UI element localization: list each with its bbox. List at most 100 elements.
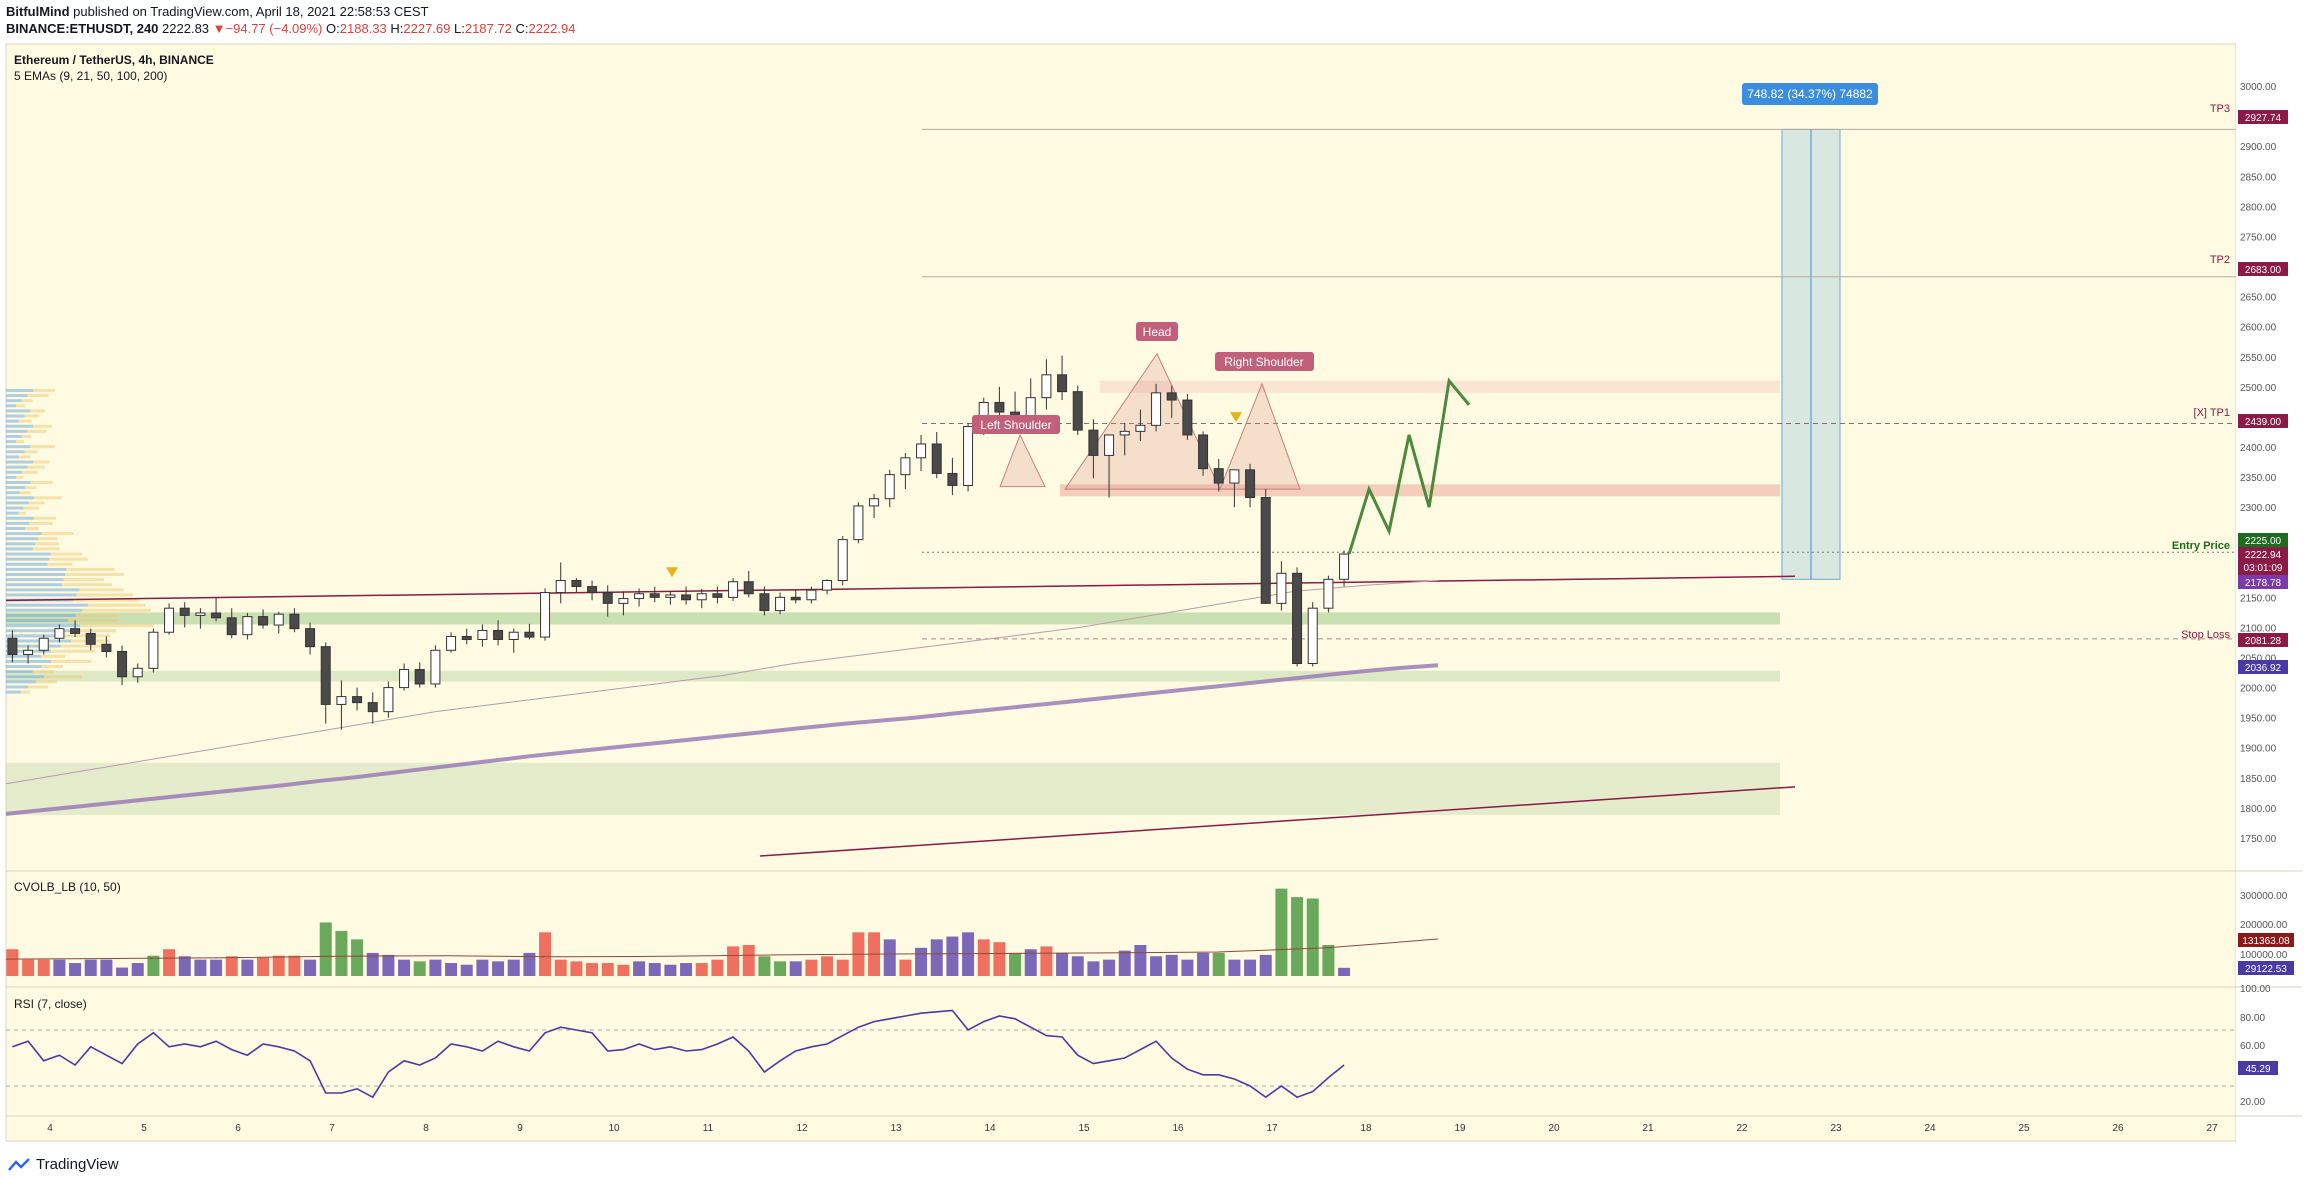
- candle-body: [1339, 553, 1350, 580]
- candle-body: [571, 580, 582, 588]
- candle-body: [618, 598, 629, 604]
- tp1-label: [X] TP1: [2194, 407, 2230, 419]
- candle-body: [85, 632, 96, 645]
- tradingview-icon: [8, 1157, 30, 1171]
- price-axis-label: 1950.00: [2240, 714, 2277, 725]
- volume-bar: [836, 959, 849, 976]
- candle-body: [273, 613, 284, 626]
- volume-axis-300k: 300000.00: [2240, 891, 2288, 902]
- volume-bar: [84, 959, 97, 976]
- volume-profile-bar: [6, 429, 28, 433]
- svg-text:45.29: 45.29: [2245, 1064, 2270, 1075]
- volume-bar: [1134, 945, 1147, 976]
- volume-profile-bar: [72, 598, 140, 602]
- volume-bar: [1056, 952, 1069, 976]
- candle-body: [790, 596, 801, 601]
- right-shoulder-label: Right Shoulder: [1215, 352, 1314, 371]
- volume-profile-bar: [41, 532, 74, 536]
- rsi-value-tag: 45.29: [2238, 1061, 2278, 1075]
- candle-body: [540, 592, 551, 638]
- volume-profile-bar: [35, 680, 57, 684]
- candle-body: [101, 643, 112, 652]
- candle-body: [665, 594, 676, 598]
- volume-profile-bar: [6, 552, 51, 556]
- volume-profile-bar: [18, 511, 27, 515]
- svg-text:29122.53: 29122.53: [2245, 964, 2287, 975]
- candle-body: [493, 629, 504, 640]
- volume-profile-bar: [75, 613, 118, 617]
- volume-bar: [1291, 897, 1304, 976]
- candle-body: [1229, 469, 1240, 484]
- chart-canvas[interactable]: 3000.002950.002900.002850.002800.002750.…: [0, 38, 2308, 1150]
- time-axis-label: 18: [1360, 1123, 1372, 1134]
- volume-bar: [539, 932, 552, 976]
- candle-body: [211, 612, 222, 619]
- volume-bar: [633, 961, 646, 976]
- svg-text:2036.92: 2036.92: [2245, 663, 2282, 674]
- volume-profile-bar: [35, 542, 59, 546]
- candle-body: [775, 596, 786, 612]
- volume-profile-bar: [6, 654, 41, 658]
- volume-profile-bar: [27, 394, 49, 398]
- volume-bar: [241, 959, 254, 976]
- candle-body: [602, 592, 613, 604]
- volume-bar: [476, 959, 489, 976]
- candles: [7, 355, 1350, 730]
- tradingview-logo[interactable]: TradingView: [8, 1156, 119, 1173]
- svg-text:Head: Head: [1143, 325, 1172, 339]
- candle-body: [1245, 469, 1256, 499]
- volume-profile-bar: [34, 496, 63, 500]
- candle-body: [963, 426, 974, 486]
- volume-profile-bar: [41, 665, 63, 669]
- candle-body: [837, 539, 848, 582]
- volume-bar: [131, 963, 144, 976]
- volume-profile-bar: [6, 475, 17, 479]
- volume-profile-bar: [24, 450, 38, 454]
- volume-bar: [1181, 959, 1194, 976]
- projection-path: [1347, 377, 1471, 555]
- volume-profile-bar: [30, 409, 45, 413]
- volume-bar: [1259, 954, 1272, 976]
- volume-bar: [382, 954, 395, 976]
- author-name[interactable]: BitfulMind: [6, 4, 70, 19]
- price-axis-label: 2800.00: [2240, 202, 2277, 213]
- volume-profile-bar: [44, 675, 83, 679]
- price-axis-background: [2236, 44, 2302, 1141]
- price-axis-label: 2900.00: [2240, 142, 2277, 153]
- volume-profile-bar: [6, 491, 20, 495]
- svg-text:Right Shoulder: Right Shoulder: [1224, 355, 1303, 369]
- time-axis-label: 15: [1078, 1123, 1090, 1134]
- price-axis-label: 2650.00: [2240, 293, 2277, 304]
- volume-profile-bar: [6, 511, 19, 515]
- volume-profile-bar: [40, 654, 66, 658]
- candle-body: [23, 649, 34, 655]
- publish-info: published on TradingView.com, April 18, …: [73, 4, 429, 19]
- tp1-price-tag: 2439.00: [2238, 414, 2288, 428]
- candle-body: [289, 613, 300, 630]
- volume-profile-bar: [6, 486, 25, 490]
- bar-countdown: 03:01:09: [2244, 563, 2283, 574]
- candle-body: [681, 594, 692, 601]
- volume-profile-bar: [18, 455, 31, 459]
- volume-profile-bar: [28, 501, 45, 505]
- time-axis-label: 20: [1548, 1123, 1560, 1134]
- volume-profile-bar: [6, 613, 76, 617]
- volume-bar: [1118, 950, 1131, 976]
- volume-profile-bar: [32, 547, 60, 551]
- volume-bars: [5, 888, 1439, 976]
- stop-loss-label: Stop Loss: [2181, 629, 2230, 641]
- trendline-lower: [759, 786, 1796, 857]
- candle-body: [1198, 434, 1209, 470]
- time-axis-label: 10: [608, 1123, 620, 1134]
- volume-bar: [758, 956, 771, 976]
- volume-profile-bar: [6, 388, 34, 392]
- demand-zone-high: [6, 612, 1780, 625]
- volume-profile-bar: [33, 460, 50, 464]
- volume-profile-bar: [6, 409, 31, 413]
- volume-bar: [789, 961, 802, 976]
- candle-body: [994, 401, 1005, 413]
- ema-100-line: [5, 580, 1439, 785]
- volume-bar: [460, 964, 473, 976]
- volume-bar: [335, 930, 348, 976]
- svg-text:2225.00: 2225.00: [2245, 536, 2282, 547]
